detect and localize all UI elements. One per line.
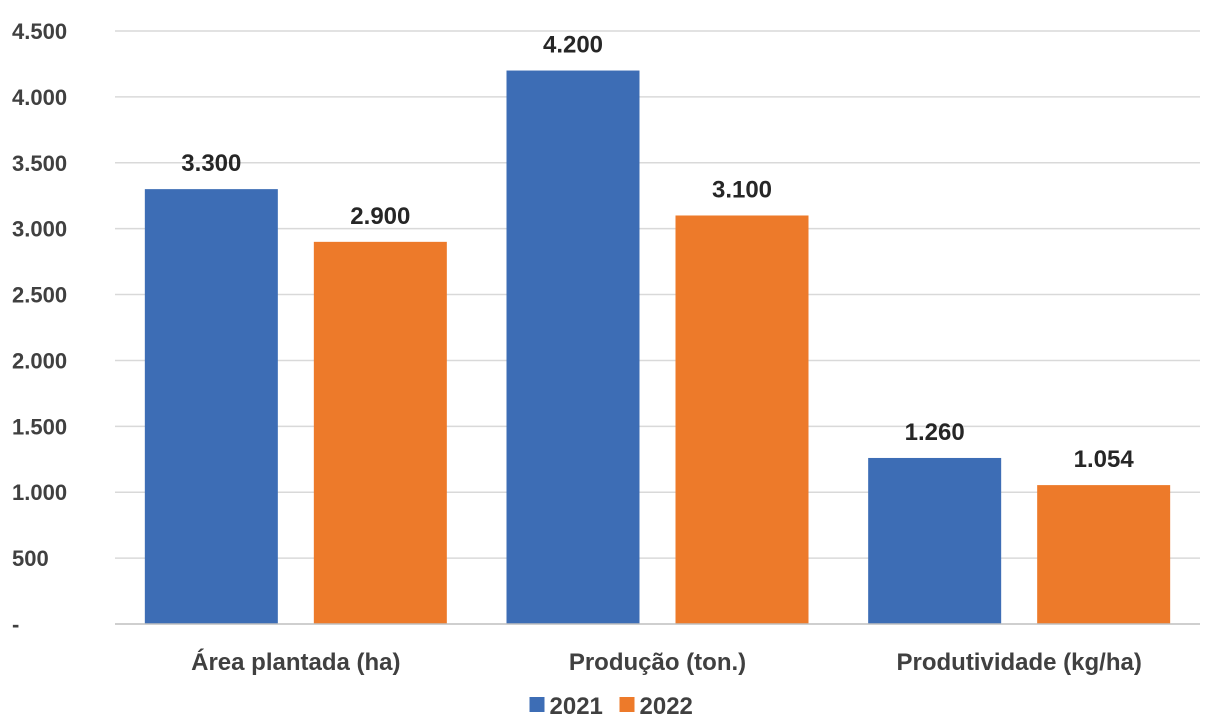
legend: 2021 2022 [529,693,693,720]
bar-2021-0 [144,189,278,624]
legend-label-2022: 2022 [640,693,693,720]
y-tick-label: 1.000 [12,480,67,505]
legend-swatch-2021 [529,697,545,712]
gridlines [115,30,1200,559]
bars [144,70,1171,625]
data-labels: 3.300 2.900 4.200 3.100 1.260 1.054 [181,32,1134,474]
bar-2022-1 [675,215,809,624]
bar-2022-2 [1037,485,1171,624]
x-category-label: Área plantada (ha) [191,648,400,676]
data-label: 3.300 [181,150,241,177]
legend-swatch-2022 [619,697,635,712]
y-axis-ticks: - 500 1.000 1.500 2.000 2.500 3.000 3.500 4.000 4… [12,19,67,637]
x-category-label: Produtividade (kg/ha) [896,649,1141,676]
legend-label-2021: 2021 [550,693,603,720]
data-label: 3.100 [712,176,772,203]
y-tick-label: 4.000 [12,85,67,110]
y-tick-label: 500 [12,546,49,571]
x-axis: Área plantada (ha) Produção (ton.) Produti… [115,623,1200,676]
bar-2021-1 [506,70,640,625]
x-category-label: Produção (ton.) [569,649,746,676]
data-label: 4.200 [543,32,603,59]
y-tick-label: 3.000 [12,217,67,242]
bar-2022-0 [313,241,447,624]
y-tick-label: - [12,612,19,637]
y-tick-label: 4.500 [12,19,67,44]
data-label: 1.054 [1074,446,1135,473]
data-label: 2.900 [350,203,410,230]
data-label: 1.260 [905,419,965,446]
y-tick-label: 2.000 [12,348,67,373]
y-tick-label: 2.500 [12,283,67,308]
bar-2021-2 [868,457,1002,624]
y-tick-label: 1.500 [12,414,67,439]
y-tick-label: 3.500 [12,151,67,176]
